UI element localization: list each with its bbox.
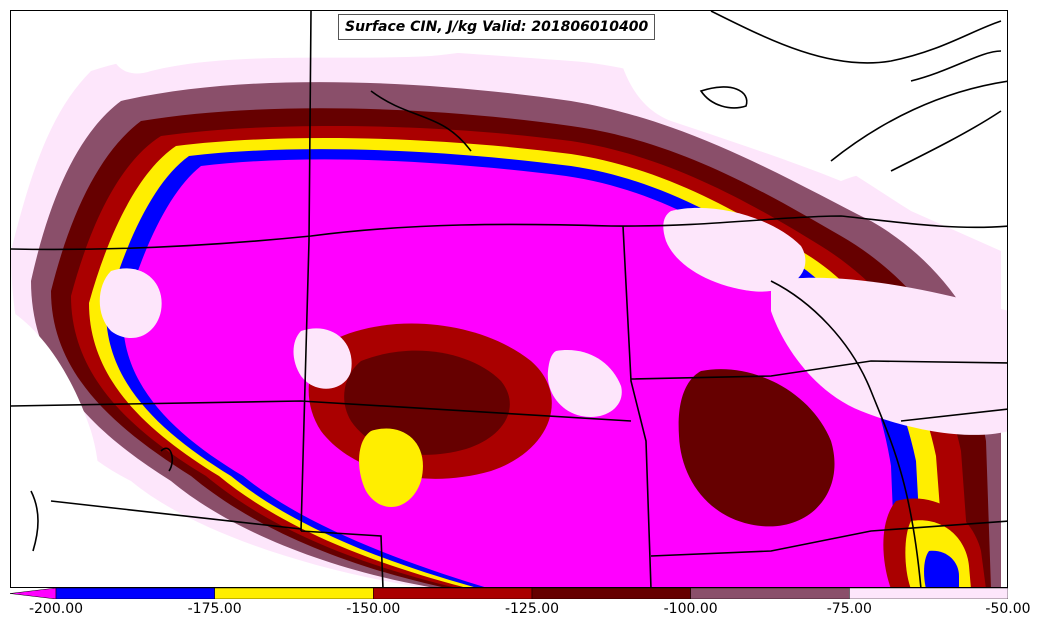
canada-us-border [11, 215, 1007, 251]
cin-patch-none-east [771, 277, 1007, 435]
colorbar-bin-2 [373, 588, 533, 599]
state-line-4 [630, 360, 1007, 380]
cin-patch-yellow-1 [359, 428, 423, 508]
west-outline [30, 490, 39, 552]
west-lakes [160, 447, 173, 472]
coast-north-2 [370, 90, 472, 152]
colorbar-tick-label: -200.00 [28, 601, 84, 617]
political-borders [11, 11, 1007, 587]
state-line-3 [11, 400, 632, 422]
state-line-6 [50, 500, 302, 530]
lake-shore-1 [699, 86, 748, 109]
river-border-east [770, 280, 922, 587]
coast-north [710, 11, 1002, 64]
colorbar-tick-label: -125.00 [504, 601, 560, 617]
state-line-1 [300, 11, 312, 532]
state-line-7 [650, 520, 1007, 557]
colorbar-underflow-arrow [10, 588, 57, 599]
colorbar-tick-label: -50.00 [985, 601, 1031, 617]
colorbar-bin-4 [690, 588, 850, 599]
state-line-5 [300, 530, 384, 587]
colorbar-bin-0 [55, 588, 215, 599]
colorbar-tick-label: -175.00 [187, 601, 242, 617]
cin-map [10, 10, 1008, 588]
state-line-2 [622, 225, 652, 587]
state-line-8 [900, 408, 1007, 422]
colorbar-bin-5 [849, 588, 1008, 599]
bay-outline [910, 50, 1002, 82]
cin-patch-darkred-se [678, 369, 835, 527]
cin-patch-pink-2 [663, 207, 806, 292]
cin-patch-pink-4 [293, 328, 352, 389]
colorbar-tick-label: -75.00 [826, 601, 872, 617]
colorbar-tick-label: -150.00 [346, 601, 401, 617]
lake-shore-3 [890, 110, 1002, 172]
cin-patch-pink-3 [99, 268, 162, 339]
cin-patch-blue-se [924, 550, 959, 587]
plot-title: Surface CIN, J/kg Valid: 201806010400 [338, 14, 656, 40]
colorbar-bin-3 [531, 588, 691, 599]
colorbar-bin-1 [214, 588, 374, 599]
colorbar [10, 588, 1008, 599]
cin-patch-none-ne [611, 11, 1007, 181]
cin-patch-pink-1 [547, 350, 622, 417]
lake-shore-2 [830, 80, 1007, 162]
cin-field-plot [11, 11, 1007, 587]
colorbar-tick-label: -100.00 [663, 601, 718, 617]
cin-patch-none-sw [31, 471, 231, 587]
